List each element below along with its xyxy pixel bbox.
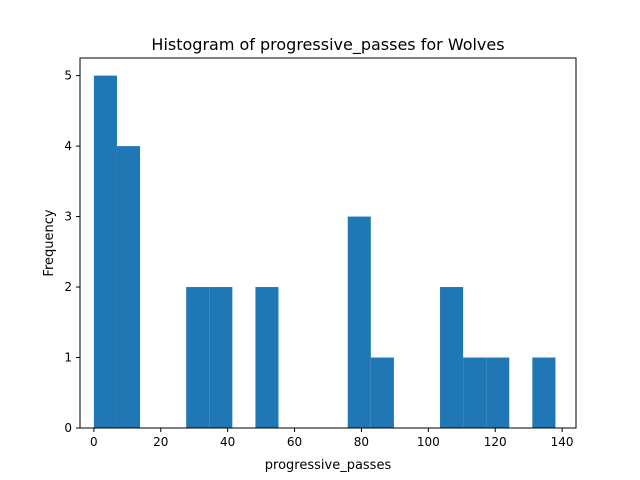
y-tick-label: 1 [64,351,72,365]
x-tick-label: 140 [551,435,574,449]
y-axis-ticks: 0 1 2 3 4 5 [64,69,80,435]
histogram-bar [347,216,371,428]
histogram-bar [93,75,117,428]
y-axis-label: Frequency [42,209,57,276]
histogram-bar [255,287,279,428]
bars-group [93,75,556,428]
x-tick-label: 120 [484,435,507,449]
x-tick-label: 60 [287,435,302,449]
x-tick-label: 100 [417,435,440,449]
histogram-bar [532,357,556,428]
y-tick-label: 4 [64,139,72,153]
histogram-bar [116,146,141,428]
histogram-bar [486,357,510,428]
x-tick-label: 40 [220,435,235,449]
y-tick-label: 3 [64,210,72,224]
y-tick-label: 5 [64,69,72,83]
histogram-bar [440,287,464,428]
x-tick-label: 0 [90,435,98,449]
x-axis-ticks: 0 20 40 60 80 100 120 140 [90,428,574,449]
x-tick-label: 20 [153,435,168,449]
plot-frame [79,57,577,429]
histogram-bar [463,357,487,428]
x-tick-label: 80 [354,435,369,449]
y-tick-label: 2 [64,280,72,294]
histogram-bar [186,287,210,428]
x-axis-label: progressive_passes [265,458,392,473]
histogram-bar [370,357,394,428]
histogram-bar [209,287,233,428]
y-tick-label: 0 [64,421,72,435]
chart-title: Histogram of progressive_passes for Wolv… [151,35,504,55]
